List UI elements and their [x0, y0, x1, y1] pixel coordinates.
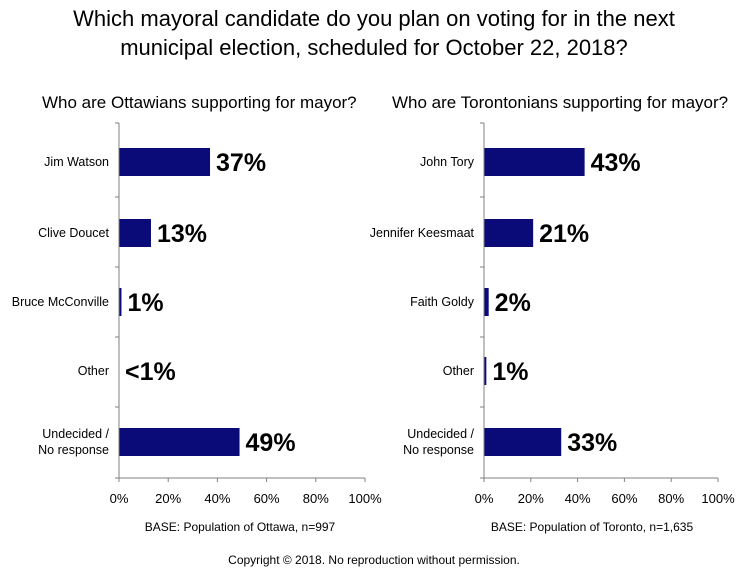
toronto-x-tick-label: 60%	[611, 491, 637, 506]
toronto-category-label: Other	[443, 364, 474, 378]
ottawa-bar	[119, 148, 211, 176]
ottawa-value-label: 37%	[216, 149, 266, 177]
toronto-x-tick-label: 100%	[701, 491, 735, 506]
toronto-category-label: Undecided /	[407, 427, 474, 441]
ottawa-x-tick-label: 20%	[155, 491, 181, 506]
toronto-category-label: No response	[403, 443, 474, 457]
ottawa-chart-subtitle: Who are Ottawians supporting for mayor?	[42, 93, 357, 112]
toronto-base-note: BASE: Population of Toronto, n=1,635	[491, 520, 694, 534]
copyright-notice: Copyright © 2018. No reproduction withou…	[228, 553, 520, 567]
ottawa-x-tick-label: 100%	[348, 491, 382, 506]
ottawa-value-label: 49%	[246, 429, 296, 457]
toronto-bar	[484, 288, 489, 316]
toronto-bar	[484, 357, 487, 385]
toronto-chart-subtitle: Who are Torontonians supporting for mayo…	[392, 93, 729, 112]
ottawa-category-label: Other	[78, 364, 109, 378]
ottawa-x-tick-label: 40%	[204, 491, 230, 506]
title-line-2: municipal election, scheduled for Octobe…	[120, 35, 628, 60]
ottawa-category-label: Jim Watson	[44, 155, 109, 169]
chart-title: Which mayoral candidate do you plan on v…	[0, 4, 748, 62]
ottawa-x-tick-label: 0%	[110, 491, 129, 506]
toronto-bar	[484, 428, 562, 456]
toronto-x-tick-label: 20%	[518, 491, 544, 506]
toronto-value-label: 1%	[492, 358, 528, 386]
toronto-value-label: 2%	[495, 289, 531, 317]
toronto-category-label: John Tory	[420, 155, 475, 169]
toronto-x-tick-label: 80%	[658, 491, 684, 506]
ottawa-category-label: Clive Doucet	[38, 226, 109, 240]
toronto-x-tick-label: 40%	[565, 491, 591, 506]
ottawa-value-label: 1%	[127, 289, 163, 317]
ottawa-base-note: BASE: Population of Ottawa, n=997	[145, 520, 336, 534]
toronto-value-label: 43%	[591, 149, 641, 177]
ottawa-bar	[119, 288, 122, 316]
toronto-value-label: 21%	[539, 220, 589, 248]
ottawa-x-tick-label: 60%	[254, 491, 280, 506]
ottawa-value-label: 13%	[157, 220, 207, 248]
title-line-1: Which mayoral candidate do you plan on v…	[73, 6, 675, 31]
ottawa-value-label: <1%	[125, 358, 176, 386]
ottawa-x-tick-label: 80%	[303, 491, 329, 506]
ottawa-category-label: Bruce McConville	[12, 295, 109, 309]
ottawa-category-label: Undecided /	[42, 427, 109, 441]
ottawa-bar	[119, 428, 240, 456]
toronto-bar	[484, 219, 534, 247]
toronto-category-label: Faith Goldy	[410, 295, 475, 309]
toronto-bar	[484, 148, 585, 176]
toronto-x-tick-label: 0%	[475, 491, 494, 506]
toronto-value-label: 33%	[567, 429, 617, 457]
ottawa-bar	[119, 219, 151, 247]
toronto-category-label: Jennifer Keesmaat	[370, 226, 475, 240]
ottawa-category-label: No response	[38, 443, 109, 457]
